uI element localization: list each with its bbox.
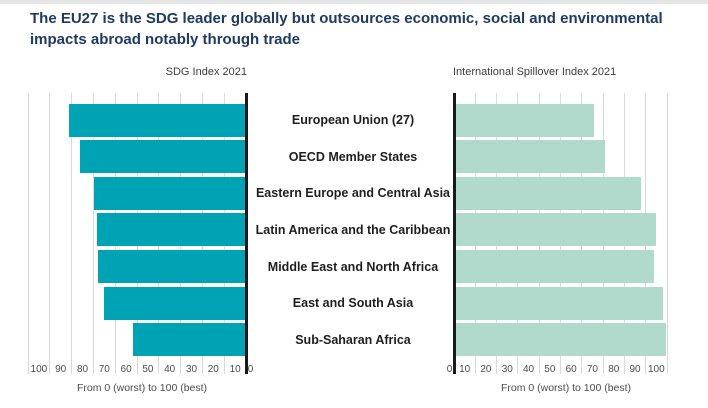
bar-european-union-27 xyxy=(454,103,594,137)
category-label-european-union-27: European Union (27) xyxy=(291,113,415,127)
tick-label: 30 xyxy=(501,364,513,375)
bar-middle-east-and-north-africa xyxy=(97,250,246,284)
tick-label: 0 xyxy=(247,364,254,375)
tick-label: 10 xyxy=(229,364,241,375)
gridline xyxy=(49,93,51,374)
spillover-axis-caption: From 0 (worst) to 100 (best) xyxy=(500,382,632,394)
bar-eastern-europe-and-central-asia xyxy=(454,176,642,210)
sdg-axis-caption: From 0 (worst) to 100 (best) xyxy=(76,382,208,394)
gridline xyxy=(27,93,29,374)
bar-oecd-member-states xyxy=(80,140,246,174)
sdg-chart-title: SDG Index 2021 xyxy=(165,66,247,78)
gridline xyxy=(92,93,94,374)
tick-label: 80 xyxy=(76,364,89,375)
tick-label: 100 xyxy=(30,364,48,375)
tick-label: 60 xyxy=(565,364,577,375)
tick-label: 10 xyxy=(459,364,471,375)
bar-european-union-27 xyxy=(69,103,246,137)
gridline xyxy=(666,93,668,374)
category-label-east-and-south-asia: East and South Asia xyxy=(292,296,414,311)
category-label-eastern-europe-and-central-asia: Eastern Europe and Central Asia xyxy=(255,186,451,201)
tick-label: 50 xyxy=(142,364,154,375)
zero-axis xyxy=(452,93,456,374)
bar-east-and-south-asia xyxy=(104,286,246,320)
tick-label: 100 xyxy=(648,364,665,375)
tick-label: 70 xyxy=(98,364,110,375)
spillover-chart-title: International Spillover Index 2021 xyxy=(453,66,617,78)
bar-latin-america-and-the-caribbean xyxy=(96,213,246,247)
tick-label: 40 xyxy=(522,364,535,375)
tick-label: 20 xyxy=(207,364,219,375)
top-divider-strip xyxy=(0,0,708,4)
category-label-sub-saharan-africa: Sub-Saharan Africa xyxy=(295,332,411,347)
zero-axis xyxy=(244,93,248,374)
tick-label: 70 xyxy=(586,364,598,375)
tick-label: 80 xyxy=(608,364,620,375)
figure-title: The EU27 is the SDG leader globally but … xyxy=(30,10,663,48)
bar-sub-saharan-africa xyxy=(132,323,246,357)
bar-middle-east-and-north-africa xyxy=(454,250,655,284)
tick-label: 60 xyxy=(120,364,132,375)
bar-latin-america-and-the-caribbean xyxy=(454,213,657,247)
tick-label: 30 xyxy=(185,364,198,375)
tick-label: 90 xyxy=(629,364,641,375)
category-label-middle-east-and-north-africa: Middle East and North Africa xyxy=(267,259,439,274)
category-label-oecd-member-states: OECD Member States xyxy=(288,149,418,164)
bar-sub-saharan-africa xyxy=(454,323,666,357)
tick-label: 40 xyxy=(164,364,176,375)
tick-label: 20 xyxy=(480,364,492,375)
tick-label: 0 xyxy=(446,364,453,375)
bar-oecd-member-states xyxy=(454,140,606,174)
category-label-latin-america-and-the-caribbean: Latin America and the Caribbean xyxy=(255,222,451,237)
tick-label: 90 xyxy=(55,364,67,375)
bar-eastern-europe-and-central-asia xyxy=(94,176,246,210)
category-label-column: European Union (27) OECD Member States Eas… xyxy=(252,0,454,408)
bar-east-and-south-asia xyxy=(454,286,663,320)
tick-label: 50 xyxy=(544,364,556,375)
gridline xyxy=(71,93,73,374)
